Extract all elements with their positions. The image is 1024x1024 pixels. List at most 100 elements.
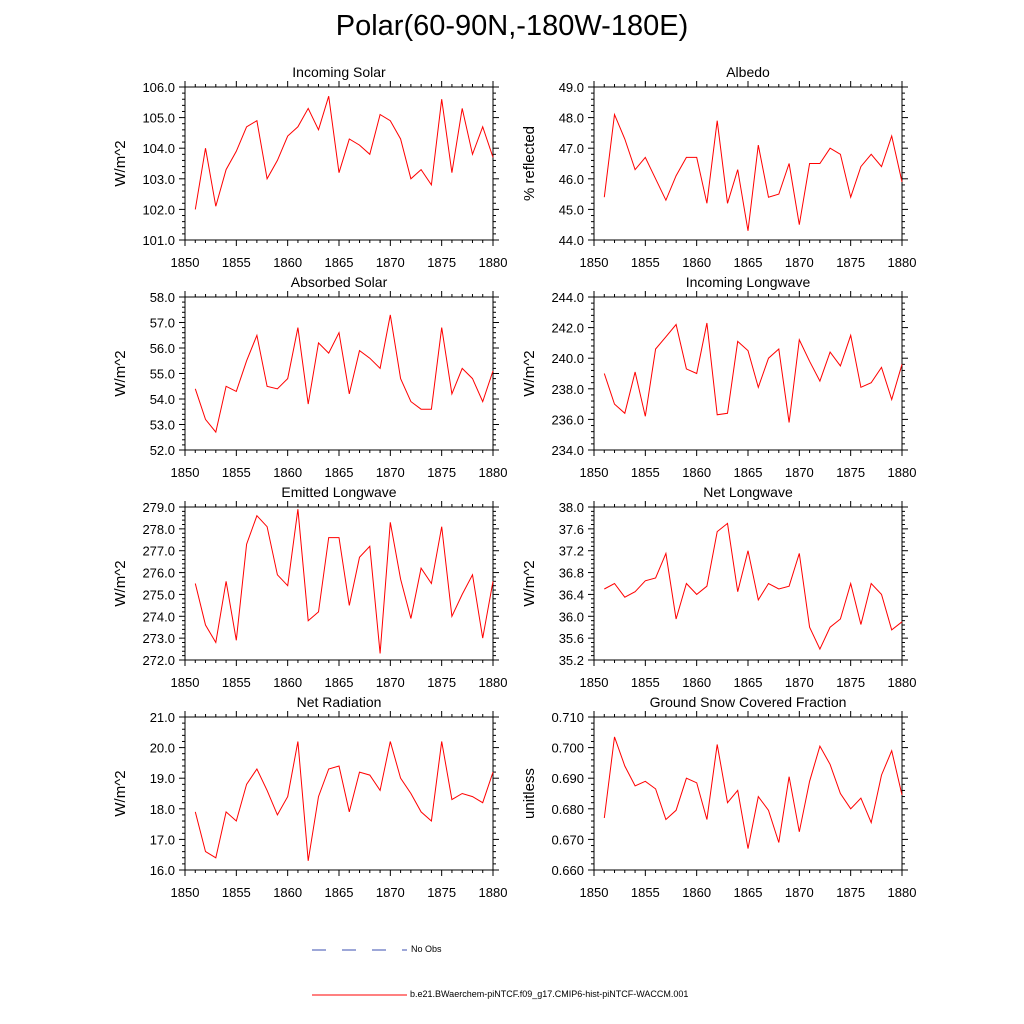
x-tick-label: 1880: [479, 255, 508, 270]
plot-frame: [593, 506, 903, 661]
y-tick-label: 279.0: [142, 500, 175, 515]
y-tick-label: 244.0: [551, 290, 584, 305]
y-tick-label: 17.0: [150, 832, 175, 847]
x-tick-label: 1855: [631, 885, 660, 900]
x-tick-label: 1855: [631, 675, 660, 690]
y-tick-label: 104.0: [142, 141, 175, 156]
chart-panel-6: 35.2 35.6 36.0 36.4 36.8 37.2 37.6 38.0 1850 1855…: [521, 484, 916, 690]
x-tick-label: 1865: [325, 885, 354, 900]
x-tick-label: 1880: [888, 465, 917, 480]
plot-title: Incoming Solar: [292, 64, 386, 80]
x-tick-label: 1865: [734, 465, 763, 480]
y-tick-label: 36.0: [559, 609, 584, 624]
x-tick-label: 1880: [888, 255, 917, 270]
x-tick-label: 1875: [427, 255, 456, 270]
y-tick-label: 57.0: [150, 316, 175, 331]
y-tick-label: 278.0: [142, 522, 175, 537]
y-tick-label: 103.0: [142, 172, 175, 187]
x-tick-label: 1850: [580, 255, 609, 270]
x-tick-label: 1865: [734, 675, 763, 690]
x-tick-label: 1875: [427, 675, 456, 690]
plot-title: Emitted Longwave: [281, 484, 396, 500]
plot-title: Incoming Longwave: [686, 274, 811, 290]
x-tick-label: 1850: [171, 255, 200, 270]
x-tick-label: 1870: [376, 255, 405, 270]
y-tick-label: 44.0: [559, 233, 584, 248]
y-tick-label: 36.4: [559, 587, 584, 602]
y-tick-label: 238.0: [551, 382, 584, 397]
y-tick-label: 20.0: [150, 741, 175, 756]
y-tick-label: 45.0: [559, 202, 584, 217]
x-tick-label: 1855: [222, 675, 251, 690]
x-tick-label: 1855: [631, 255, 660, 270]
plot-frame: [593, 296, 903, 451]
y-tick-label: 242.0: [551, 321, 584, 336]
series-line: [194, 96, 494, 210]
x-tick-label: 1860: [273, 675, 302, 690]
legend-obs-line: [312, 949, 407, 951]
x-tick-label: 1880: [888, 885, 917, 900]
series-line: [604, 522, 903, 651]
x-tick-label: 1850: [580, 465, 609, 480]
plot-frame: [184, 506, 494, 661]
x-tick-label: 1850: [171, 675, 200, 690]
x-tick-label: 1855: [631, 465, 660, 480]
y-tick-label: 0.670: [551, 832, 584, 847]
x-tick-label: 1870: [785, 675, 814, 690]
y-tick-label: 38.0: [559, 500, 584, 515]
y-tick-label: 55.0: [150, 367, 175, 382]
plot-frame: [184, 716, 494, 871]
y-axis-label: unitless: [521, 768, 538, 819]
series-line: [603, 736, 903, 849]
x-tick-label: 1860: [273, 465, 302, 480]
y-tick-label: 52.0: [150, 443, 175, 458]
y-tick-label: 0.710: [551, 710, 584, 725]
y-tick-label: 16.0: [150, 863, 175, 878]
chart-panel-4: 234.0 236.0 238.0 240.0 242.0 244.0 1850 1855 18…: [521, 274, 916, 480]
y-tick-label: 47.0: [559, 141, 584, 156]
y-tick-label: 102.0: [142, 202, 175, 217]
x-tick-label: 1870: [376, 465, 405, 480]
y-tick-label: 106.0: [142, 80, 175, 95]
y-tick-label: 54.0: [150, 392, 175, 407]
y-tick-label: 273.0: [142, 631, 175, 646]
y-axis-label: W/m^2: [112, 140, 129, 186]
y-tick-label: 236.0: [551, 412, 584, 427]
chart-panel-2: 44.0 45.0 46.0 47.0 48.0 49.0 1850 1855 1860 1865…: [521, 64, 916, 270]
y-tick-label: 21.0: [150, 710, 175, 725]
x-tick-label: 1860: [682, 465, 711, 480]
y-tick-label: 35.6: [559, 631, 584, 646]
x-tick-label: 1870: [785, 255, 814, 270]
x-tick-label: 1880: [888, 675, 917, 690]
x-tick-label: 1865: [325, 675, 354, 690]
chart-panel-8: 0.660 0.670 0.680 0.690 0.700 0.710 1850 1855 18…: [521, 694, 916, 900]
y-tick-label: 19.0: [150, 771, 175, 786]
x-tick-label: 1875: [427, 465, 456, 480]
y-tick-label: 46.0: [559, 172, 584, 187]
y-tick-label: 272.0: [142, 653, 175, 668]
x-tick-label: 1880: [479, 885, 508, 900]
x-tick-label: 1850: [171, 885, 200, 900]
series-line: [603, 322, 903, 423]
y-axis-label: % reflected: [521, 126, 538, 201]
x-tick-label: 1875: [427, 885, 456, 900]
y-axis-label: W/m^2: [112, 350, 129, 396]
y-tick-label: 58.0: [150, 290, 175, 305]
x-tick-label: 1855: [222, 255, 251, 270]
plot-title: Albedo: [726, 64, 770, 80]
x-tick-label: 1855: [222, 885, 251, 900]
y-tick-label: 0.690: [551, 771, 584, 786]
x-tick-label: 1860: [273, 885, 302, 900]
legend-model-label: b.e21.BWaerchem-piNTCF.f09_g17.CMIP6-his…: [410, 989, 689, 999]
y-tick-label: 49.0: [559, 80, 584, 95]
x-tick-label: 1880: [479, 675, 508, 690]
plot-title: Net Radiation: [297, 694, 382, 710]
y-tick-label: 234.0: [551, 443, 584, 458]
x-tick-label: 1870: [376, 675, 405, 690]
y-tick-label: 53.0: [150, 418, 175, 433]
y-tick-label: 36.8: [559, 566, 584, 581]
y-axis-label: W/m^2: [112, 770, 129, 816]
page-title: Polar(60-90N,-180W-180E): [335, 10, 689, 42]
